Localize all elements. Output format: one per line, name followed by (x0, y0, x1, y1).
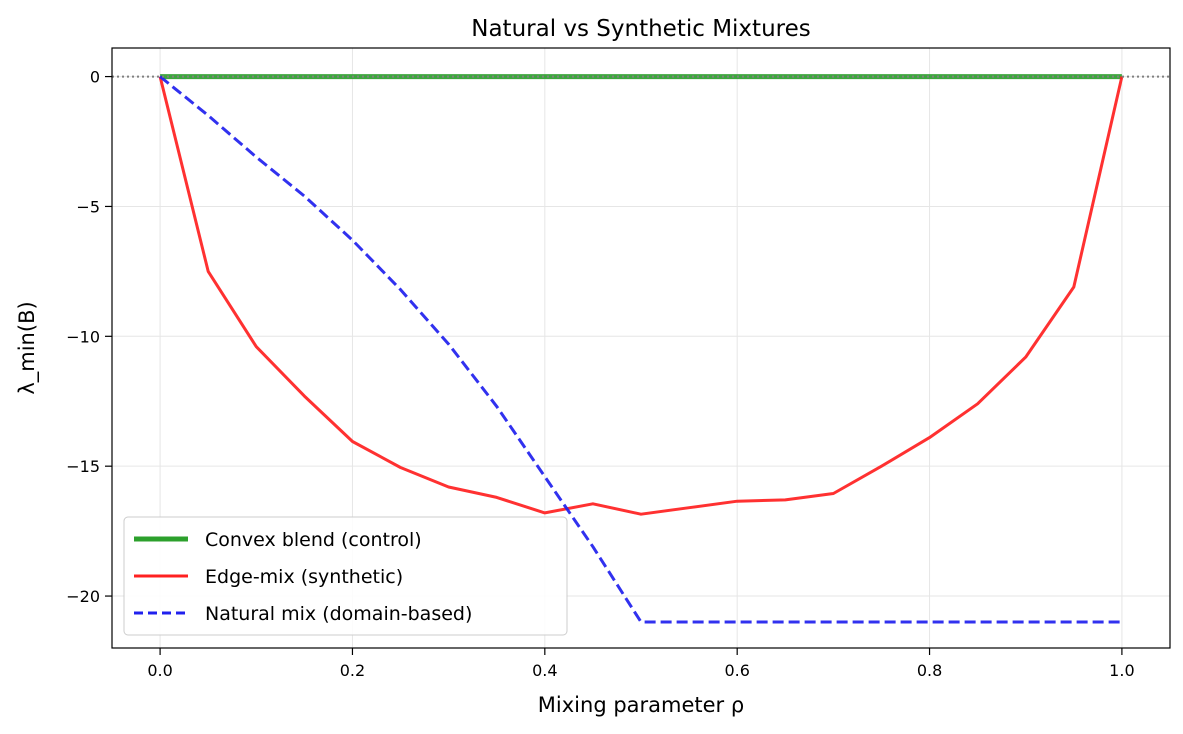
x-tick-label: 0.4 (532, 661, 557, 680)
series-lines (158, 74, 1124, 624)
y-tick-label: 0 (90, 68, 100, 87)
legend-label-2: Edge-mix (synthetic) (205, 566, 403, 588)
legend: Convex blend (control) Edge-mix (syntheti… (123, 516, 568, 636)
x-tick-label: 0.6 (724, 661, 749, 680)
y-tick-label: −5 (76, 197, 100, 216)
series-line-2 (158, 76, 1124, 516)
x-axis-ticks: 0.0 0.2 0.4 0.6 0.8 1.0 (147, 648, 1135, 680)
legend-label-1: Convex blend (control) (205, 529, 422, 551)
y-tick-label: −10 (66, 327, 100, 346)
y-tick-label: −15 (66, 457, 100, 476)
x-tick-label: 0.0 (147, 661, 172, 680)
y-tick-label: −20 (66, 587, 100, 606)
chart-title: Natural vs Synthetic Mixtures (471, 16, 810, 42)
y-axis-label: λ_min(B) (15, 301, 40, 394)
legend-box (123, 516, 568, 636)
x-tick-label: 0.8 (917, 661, 942, 680)
y-axis-ticks: 0 −5 −10 −15 −20 (66, 68, 112, 606)
legend-label-3: Natural mix (domain-based) (205, 603, 472, 625)
x-tick-label: 0.2 (340, 661, 365, 680)
series-line-3 (159, 75, 1122, 624)
x-tick-label: 1.0 (1109, 661, 1134, 680)
x-axis-label: Mixing parameter ρ (538, 693, 744, 717)
plot-frame (111, 47, 1171, 649)
